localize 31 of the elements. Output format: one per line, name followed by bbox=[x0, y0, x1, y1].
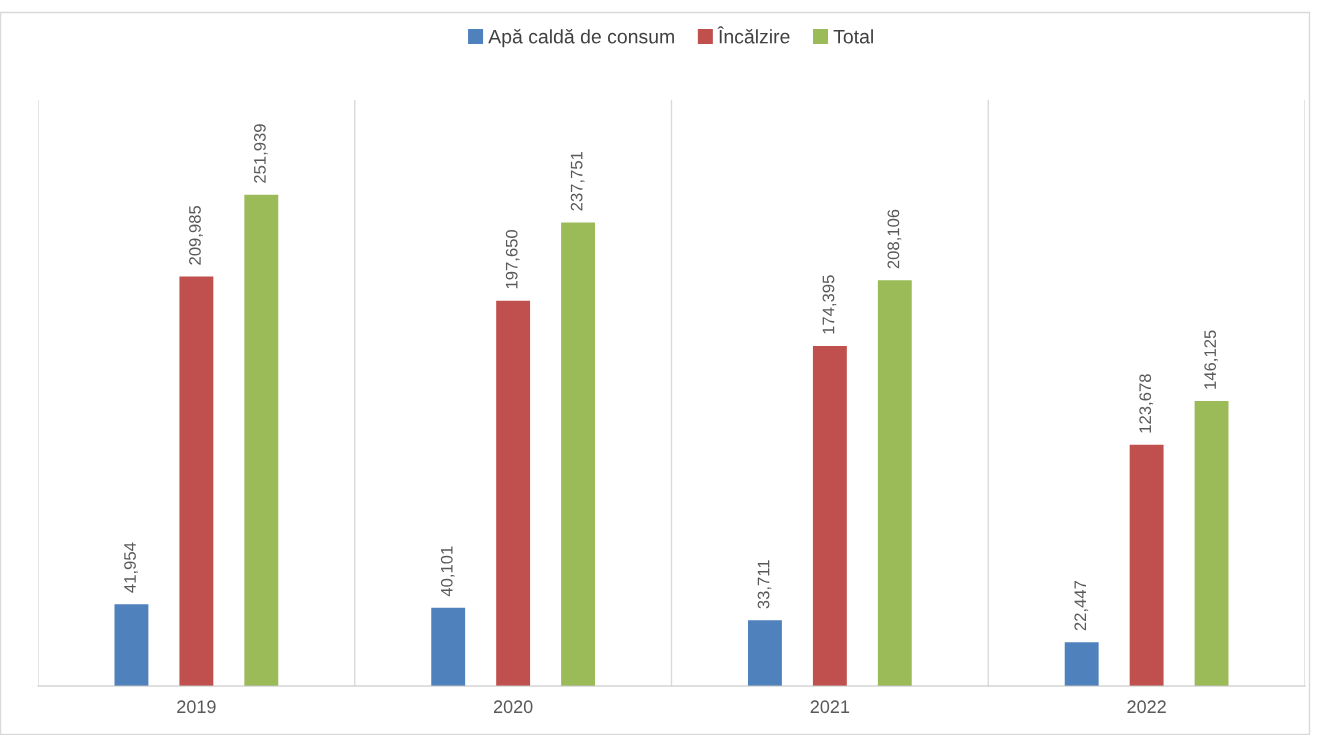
data-label: 251,939 bbox=[253, 124, 268, 183]
legend-label: Apă caldă de consum bbox=[488, 28, 674, 48]
data-label: 22,447 bbox=[1074, 580, 1089, 631]
bar bbox=[431, 607, 466, 686]
x-tick-label: 2022 bbox=[1127, 700, 1166, 714]
bar bbox=[179, 276, 214, 686]
bar bbox=[114, 604, 149, 686]
legend-label: Total bbox=[833, 29, 873, 44]
data-label: 208,106 bbox=[887, 209, 902, 269]
data-label: 237,751 bbox=[570, 151, 585, 211]
data-label: 197,650 bbox=[505, 229, 520, 289]
bar bbox=[812, 345, 847, 686]
data-label: 40,101 bbox=[440, 546, 455, 597]
data-label: 209,985 bbox=[189, 205, 203, 265]
legend-label: Încălzire bbox=[717, 26, 790, 44]
bar bbox=[561, 222, 595, 686]
data-label: 146,125 bbox=[1204, 330, 1218, 389]
x-tick-label: 2020 bbox=[493, 700, 533, 714]
data-label: 174,395 bbox=[822, 275, 837, 334]
data-label: 123,678 bbox=[1139, 374, 1154, 433]
data-label: 41,954 bbox=[124, 542, 138, 593]
bar bbox=[1064, 642, 1099, 686]
x-tick-label: 2019 bbox=[177, 700, 216, 714]
bar bbox=[1129, 444, 1164, 686]
bar bbox=[748, 620, 782, 686]
bar bbox=[496, 300, 531, 686]
x-tick-label: 2021 bbox=[810, 700, 850, 714]
bar bbox=[877, 280, 912, 686]
bar bbox=[1194, 401, 1229, 686]
bar bbox=[244, 194, 279, 686]
data-label: 33,711 bbox=[757, 560, 772, 609]
